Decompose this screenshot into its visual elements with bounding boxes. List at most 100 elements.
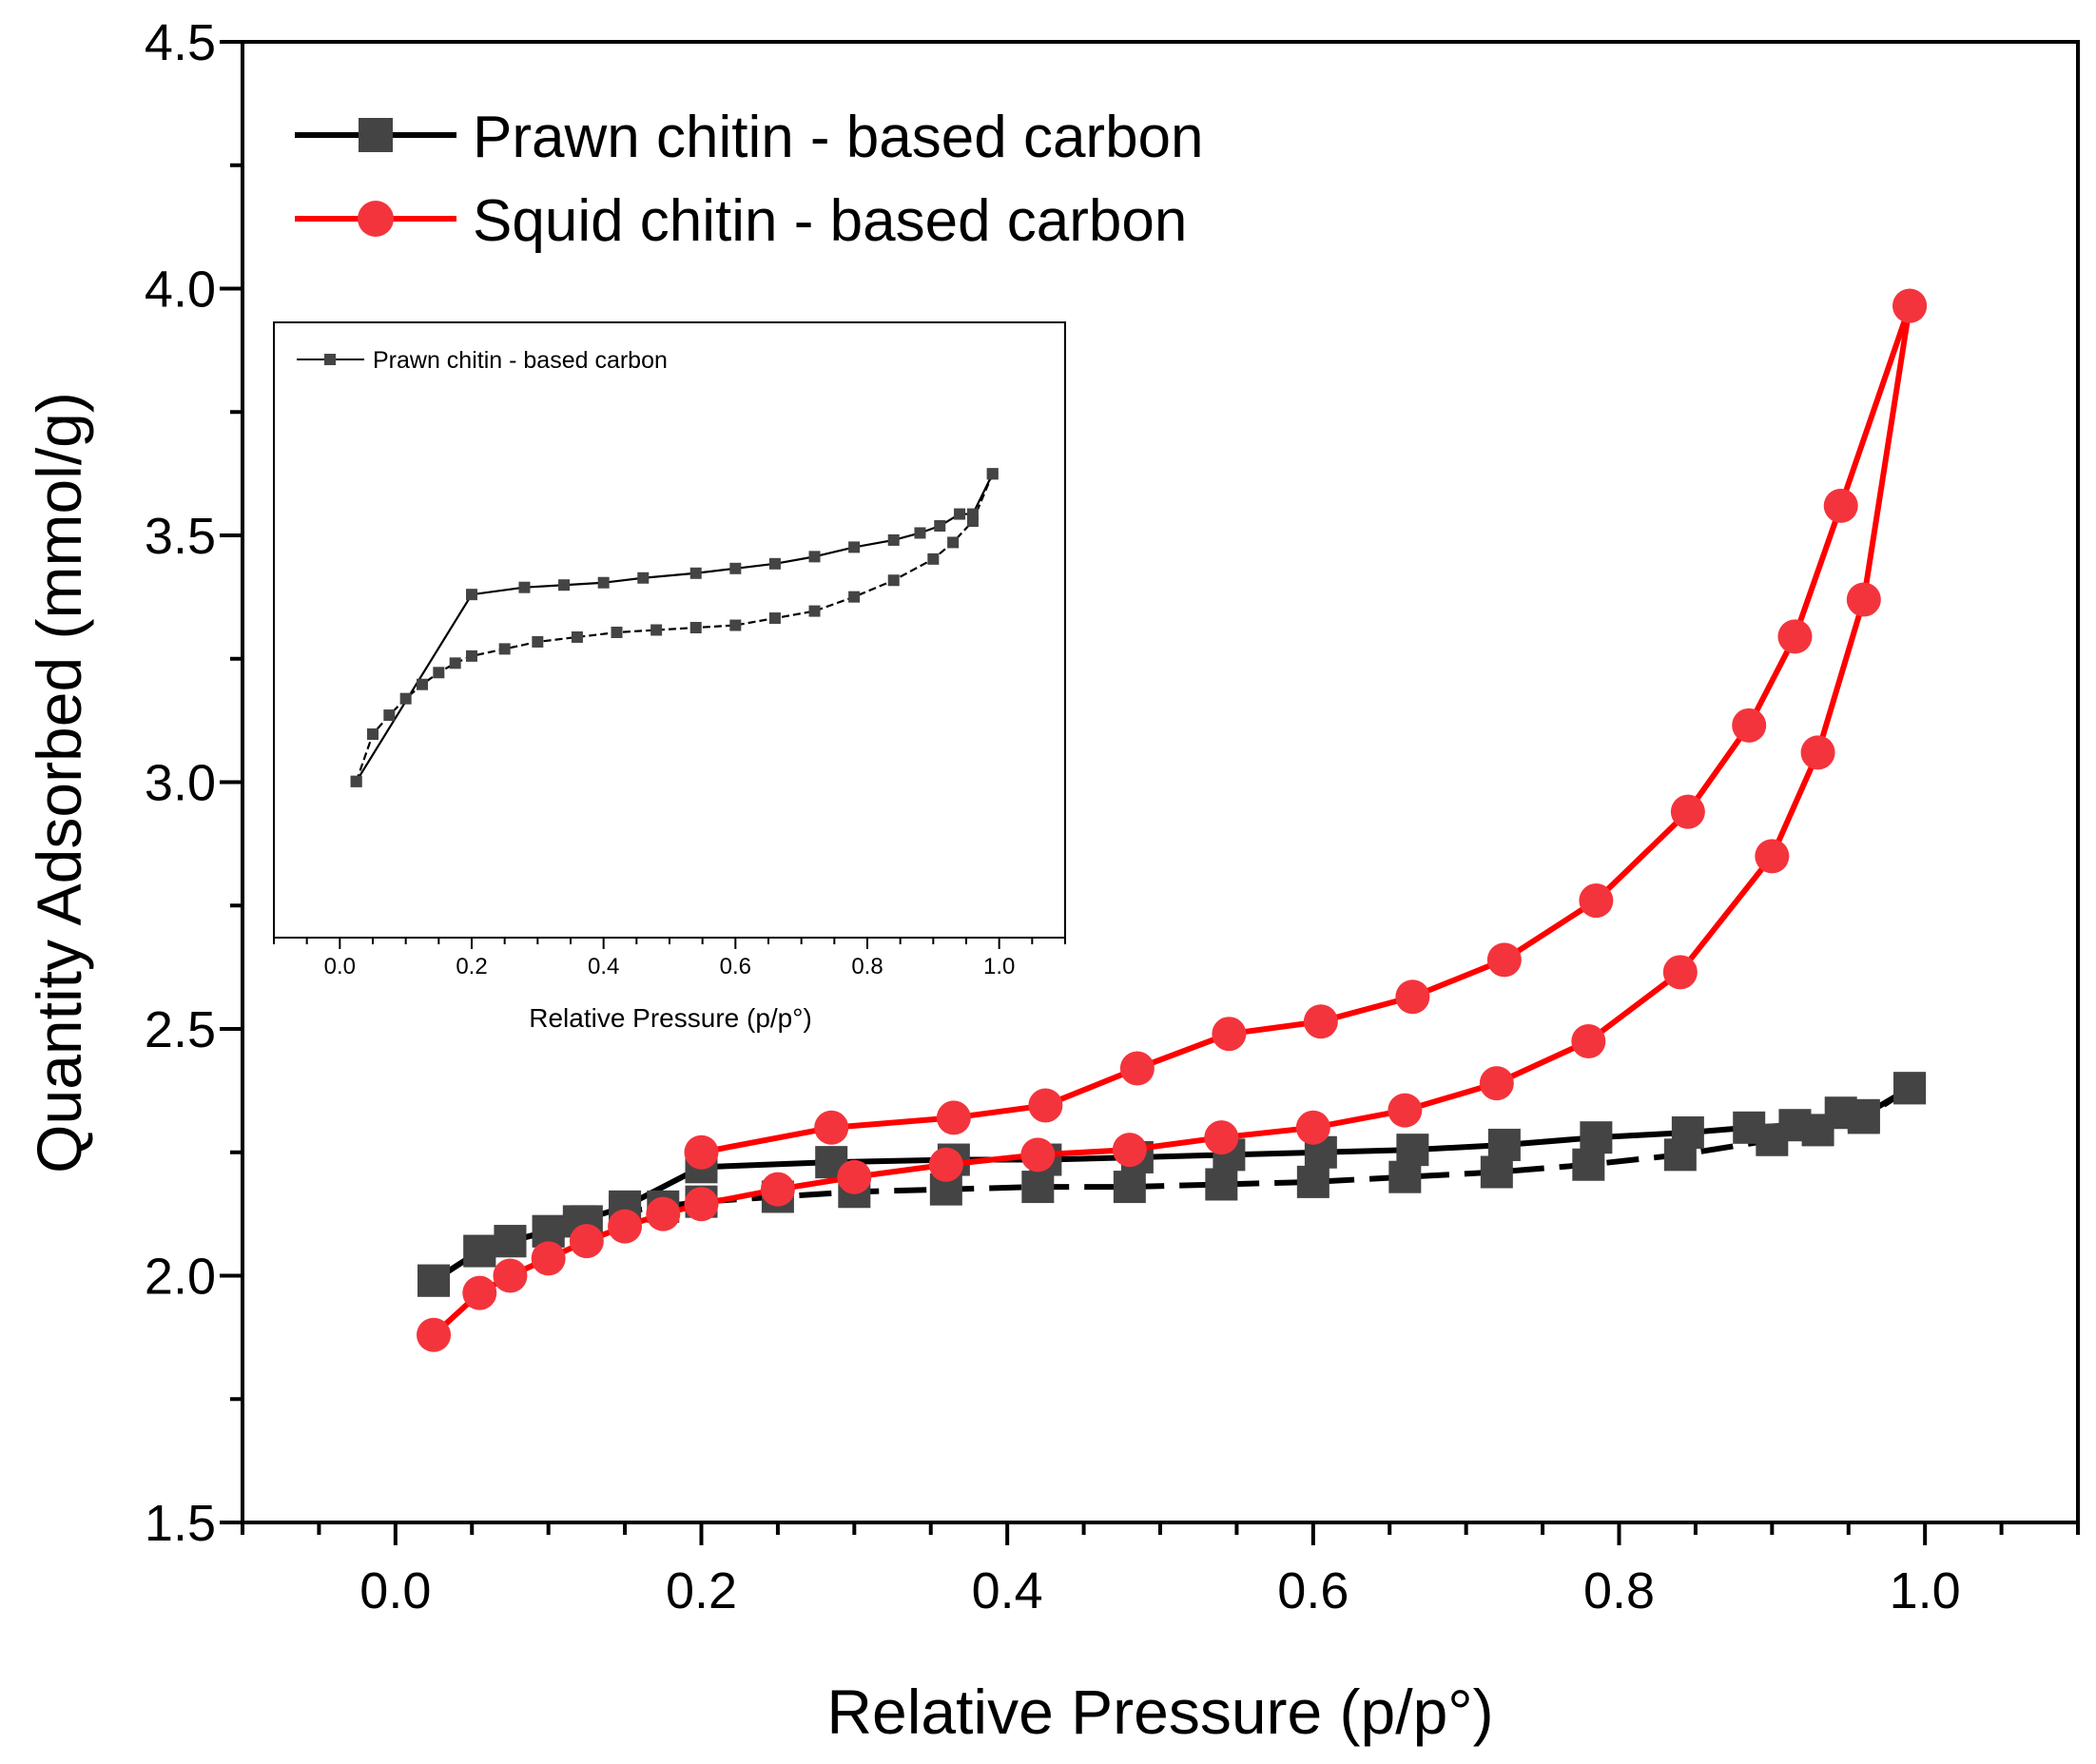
main-point-prawn-adsorption bbox=[1847, 1101, 1880, 1134]
main-point-squid-desorption bbox=[1823, 488, 1858, 523]
inset-point-prawn-adsorption bbox=[966, 515, 979, 528]
inset-point-prawn-desorption bbox=[887, 533, 900, 546]
main-point-squid-adsorption bbox=[1571, 1023, 1606, 1058]
inset-point-prawn-adsorption bbox=[927, 552, 940, 565]
main-point-squid-desorption bbox=[1670, 794, 1705, 829]
inset-point-prawn-desorption bbox=[597, 576, 610, 589]
inset-x-tick-label: 1.0 bbox=[983, 954, 1015, 979]
main-point-squid-desorption bbox=[1395, 979, 1430, 1015]
inset-point-prawn-adsorption bbox=[689, 622, 702, 634]
inset-point-prawn-adsorption bbox=[808, 605, 821, 617]
inset-point-prawn-adsorption bbox=[399, 692, 412, 705]
inset-point-prawn-desorption bbox=[518, 581, 531, 593]
inset-point-prawn-adsorption bbox=[986, 468, 999, 480]
inset-point-prawn-desorption bbox=[954, 508, 966, 520]
inset-point-prawn-adsorption bbox=[367, 727, 378, 740]
inset-point-prawn-desorption bbox=[637, 572, 650, 584]
inset-legend-marker bbox=[324, 354, 336, 365]
main-x-tick-label: 0.8 bbox=[1583, 1562, 1655, 1619]
inset-x-tick-label: 0.2 bbox=[456, 954, 487, 979]
main-point-prawn-adsorption bbox=[1801, 1114, 1834, 1147]
inset-legend-label: Prawn chitin - based carbon bbox=[373, 347, 668, 374]
main-point-squid-adsorption bbox=[646, 1196, 681, 1231]
main-y-tick-label: 2.0 bbox=[145, 1249, 216, 1306]
main-point-squid-adsorption bbox=[1892, 288, 1928, 323]
main-point-prawn-adsorption bbox=[1021, 1171, 1055, 1204]
main-point-squid-adsorption bbox=[1662, 955, 1698, 990]
main-x-tick-label: 0.0 bbox=[359, 1562, 431, 1619]
main-point-squid-adsorption bbox=[928, 1147, 963, 1182]
inset-point-prawn-adsorption bbox=[848, 591, 861, 603]
main-point-squid-desorption bbox=[814, 1110, 849, 1145]
main-point-squid-adsorption bbox=[1295, 1110, 1330, 1145]
inset-plot: 0.0 0.2 0.4 0.6 0.8 1.0 Relative Pressure (p/… bbox=[273, 321, 1066, 1033]
main-point-squid-adsorption bbox=[1479, 1066, 1514, 1101]
inset-series-layer bbox=[350, 468, 999, 787]
inset-point-prawn-desorption bbox=[934, 520, 946, 533]
inset-point-prawn-adsorption bbox=[768, 612, 781, 625]
legend-label-prawn: Prawn chitin - based carbon bbox=[473, 105, 1204, 170]
main-point-prawn-adsorption bbox=[417, 1264, 451, 1297]
main-point-squid-desorption bbox=[1732, 708, 1767, 743]
inset-x-tick-label: 0.0 bbox=[324, 954, 356, 979]
main-y-tick-label: 4.5 bbox=[145, 14, 216, 71]
main-y-tick-label: 3.5 bbox=[145, 508, 216, 565]
main-point-squid-adsorption bbox=[1112, 1133, 1147, 1168]
main-point-squid-adsorption bbox=[417, 1317, 452, 1352]
main-point-squid-adsorption bbox=[1755, 839, 1790, 874]
inset-point-prawn-adsorption bbox=[498, 643, 511, 655]
main-point-squid-desorption bbox=[1579, 883, 1614, 919]
main-point-prawn-adsorption bbox=[494, 1225, 527, 1258]
inset-point-prawn-desorption bbox=[558, 579, 571, 591]
main-point-squid-adsorption bbox=[1020, 1137, 1056, 1173]
inset-point-prawn-adsorption bbox=[532, 635, 544, 648]
inset-point-prawn-adsorption bbox=[417, 678, 428, 690]
main-point-squid-adsorption bbox=[684, 1187, 719, 1222]
main-point-squid-adsorption bbox=[1204, 1120, 1239, 1155]
inset-point-prawn-adsorption bbox=[449, 657, 461, 669]
main-point-prawn-adsorption bbox=[1113, 1171, 1146, 1204]
main-point-squid-adsorption bbox=[493, 1258, 528, 1293]
main-x-tick-label: 0.6 bbox=[1277, 1562, 1349, 1619]
main-y-tick-label: 2.5 bbox=[145, 1001, 216, 1058]
inset-point-prawn-adsorption bbox=[650, 624, 663, 636]
main-point-prawn-adsorption bbox=[1296, 1165, 1329, 1198]
main-point-squid-desorption bbox=[1486, 942, 1522, 978]
main-y-tick-label: 3.0 bbox=[145, 755, 216, 812]
main-point-squid-adsorption bbox=[1846, 582, 1881, 617]
main-point-prawn-adsorption bbox=[1893, 1072, 1927, 1105]
inset-point-prawn-desorption bbox=[729, 562, 742, 574]
inset-point-prawn-adsorption bbox=[383, 709, 396, 722]
inset-axes: 0.0 0.2 0.4 0.6 0.8 1.0 bbox=[273, 938, 1066, 979]
main-point-squid-adsorption bbox=[531, 1241, 566, 1276]
main-point-squid-adsorption bbox=[760, 1172, 795, 1207]
main-point-squid-adsorption bbox=[837, 1159, 872, 1194]
main-x-axis-title: Relative Pressure (p/p°) bbox=[826, 1677, 1493, 1747]
main-y-tick-label: 1.5 bbox=[145, 1495, 216, 1552]
main-point-prawn-desorption bbox=[1580, 1121, 1613, 1154]
inset-point-prawn-adsorption bbox=[433, 667, 445, 679]
main-point-prawn-adsorption bbox=[1388, 1160, 1422, 1193]
main-x-tick-label: 0.4 bbox=[972, 1562, 1043, 1619]
inset-point-prawn-desorption bbox=[914, 527, 926, 539]
main-point-prawn-adsorption bbox=[463, 1234, 496, 1268]
main-point-squid-desorption bbox=[1028, 1088, 1063, 1123]
main-point-squid-desorption bbox=[1303, 1004, 1338, 1039]
main-y-tick-label: 4.0 bbox=[145, 262, 216, 319]
inset-point-prawn-adsorption bbox=[729, 619, 742, 631]
main-point-prawn-adsorption bbox=[1205, 1168, 1238, 1201]
legend-marker-squid bbox=[358, 201, 394, 237]
inset-x-tick-label: 0.6 bbox=[720, 954, 751, 979]
main-point-squid-adsorption bbox=[608, 1209, 643, 1244]
main-point-squid-adsorption bbox=[462, 1275, 497, 1310]
inset-point-prawn-desorption bbox=[808, 551, 821, 563]
main-point-squid-desorption bbox=[684, 1134, 719, 1170]
inset-legend: Prawn chitin - based carbon bbox=[297, 347, 668, 374]
inset-point-prawn-desorption bbox=[848, 541, 861, 553]
main-point-squid-adsorption bbox=[1388, 1093, 1423, 1128]
main-y-axis-title: Quantity Adsorbed (mmol/g) bbox=[24, 392, 94, 1173]
main-point-squid-adsorption bbox=[569, 1224, 604, 1259]
main-point-prawn-desorption bbox=[1487, 1128, 1521, 1161]
main-series-layer bbox=[417, 288, 1928, 1352]
